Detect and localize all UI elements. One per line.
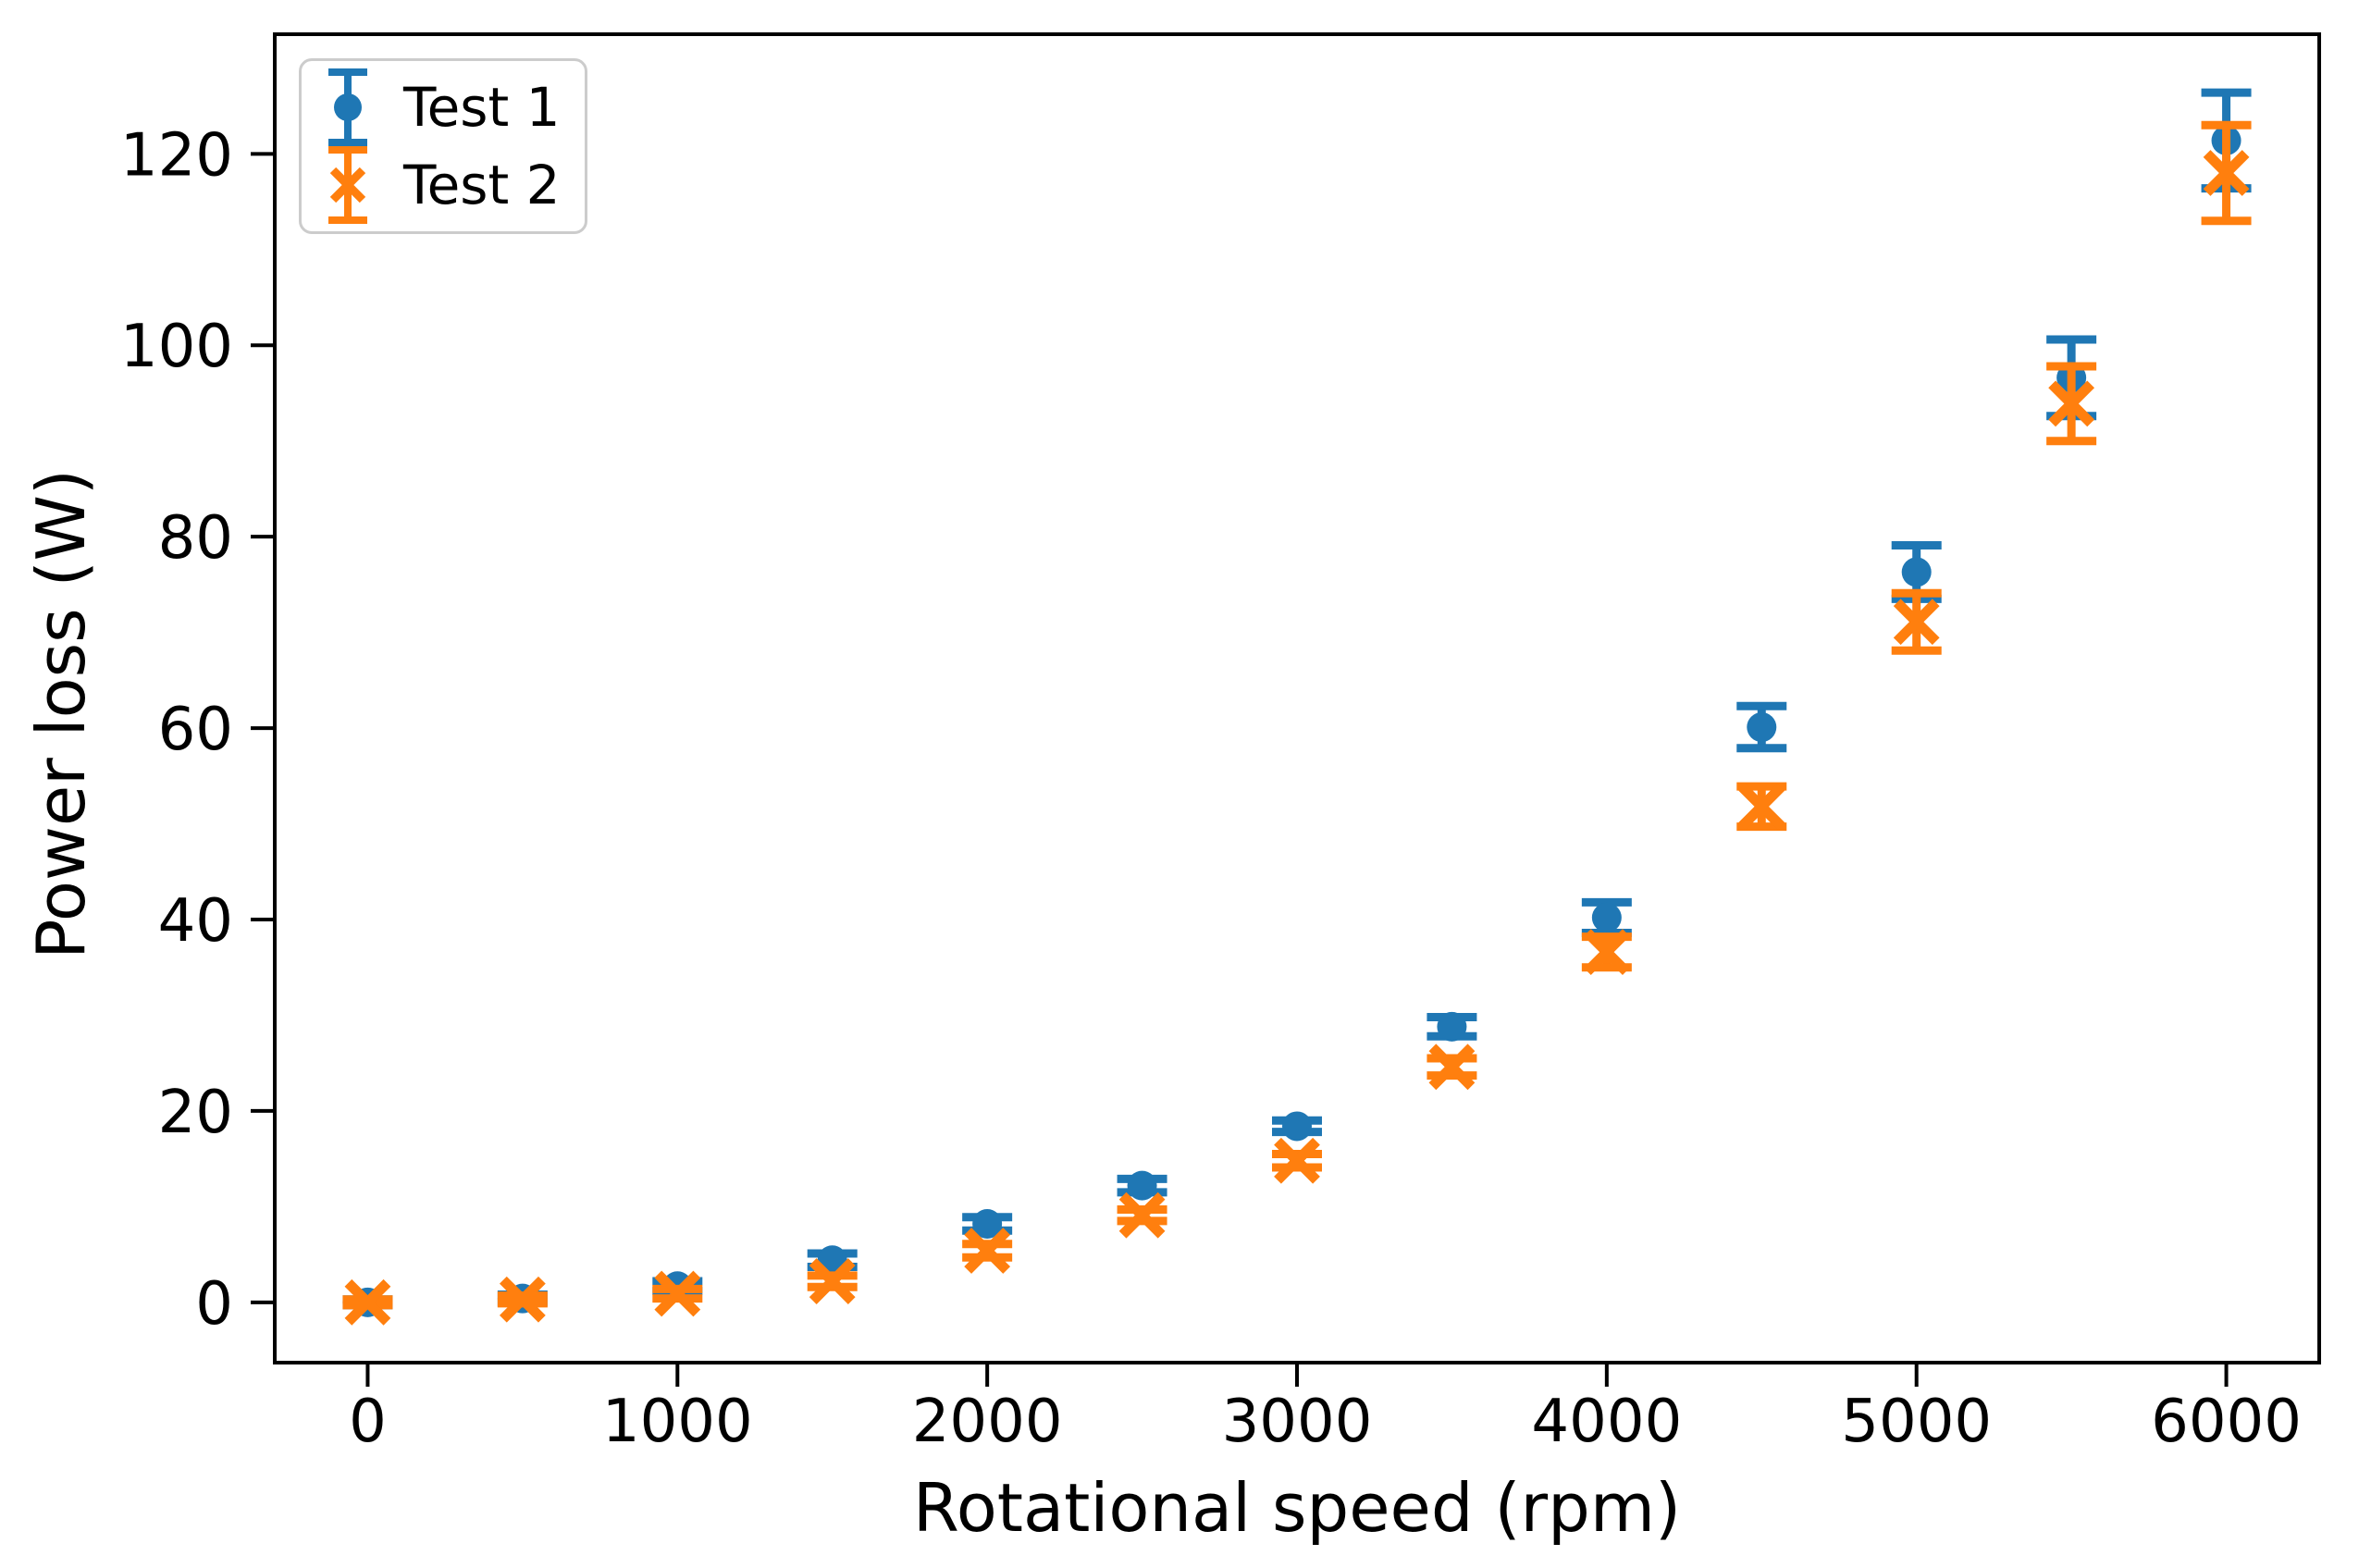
- legend-item-test-1: Test 1: [320, 68, 561, 146]
- y-tick-label: 80: [158, 504, 233, 573]
- data-point-x: [1118, 1191, 1166, 1239]
- data-point-x: [654, 1270, 701, 1317]
- y-tick-label: 20: [158, 1079, 233, 1147]
- data-point-circle: [1747, 712, 1777, 743]
- data-point-x: [1893, 599, 1940, 646]
- data-point-x: [964, 1228, 1011, 1274]
- data-point-x: [2203, 150, 2250, 196]
- legend-label: Test 1: [403, 76, 561, 139]
- y-tick-label: 60: [158, 696, 233, 764]
- x-tick-label: 4000: [1531, 1388, 1682, 1456]
- data-point-x: [1583, 929, 1630, 976]
- legend-marker-x-errorbar-icon: [328, 146, 367, 224]
- legend-label: Test 2: [403, 154, 561, 216]
- legend-item-test-2: Test 2: [320, 146, 561, 224]
- data-point-x: [1428, 1043, 1476, 1091]
- x-tick-label: 1000: [602, 1388, 753, 1456]
- data-point-circle: [1591, 902, 1622, 932]
- x-tick-label: 3000: [1222, 1388, 1373, 1456]
- data-point-circle: [1127, 1170, 1157, 1201]
- data-point-circle: [1437, 1011, 1467, 1042]
- legend-marker-circle-errorbar-icon: [328, 68, 367, 146]
- y-tick-label: 40: [158, 887, 233, 956]
- x-tick-label: 0: [349, 1388, 387, 1456]
- data-point-circle: [972, 1208, 1003, 1239]
- data-point-x: [1274, 1137, 1320, 1184]
- x-tick-label: 5000: [1841, 1388, 1992, 1456]
- x-tick-label: 6000: [2151, 1388, 2302, 1456]
- data-point-circle: [1282, 1111, 1312, 1142]
- x-axis-label: Rotational speed (rpm): [912, 1469, 1682, 1547]
- data-point-x: [1738, 784, 1785, 830]
- data-point-circle: [1901, 557, 1932, 587]
- y-axis-label: Power loss (W): [22, 469, 100, 959]
- data-point-x: [499, 1276, 546, 1323]
- y-tick-label: 0: [195, 1270, 233, 1339]
- axes-frame: [273, 32, 2321, 1364]
- y-tick-label: 120: [120, 121, 233, 190]
- data-point-x: [344, 1278, 391, 1326]
- legend: Test 1 Test 2: [299, 58, 587, 234]
- y-tick-label: 100: [120, 313, 233, 381]
- x-tick-label: 2000: [912, 1388, 1063, 1456]
- data-point-x: [2048, 380, 2095, 427]
- data-point-x: [809, 1258, 856, 1304]
